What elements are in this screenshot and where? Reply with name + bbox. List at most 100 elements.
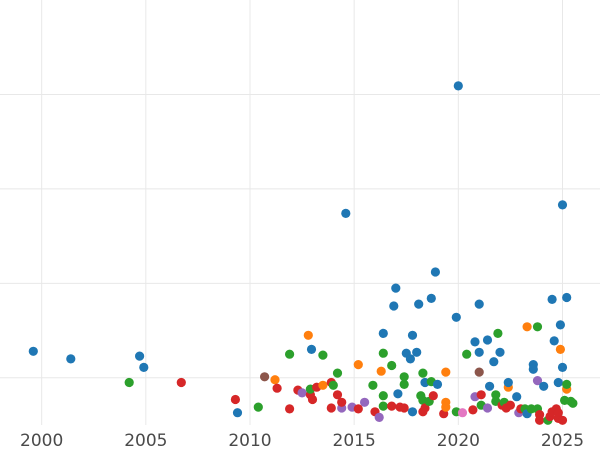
data-point-red	[337, 397, 347, 407]
data-point-red	[285, 404, 295, 414]
data-point-blue	[512, 392, 522, 402]
data-point-blue	[430, 267, 440, 277]
data-point-blue	[412, 347, 422, 357]
data-point-purple	[532, 376, 543, 386]
data-point-red	[557, 415, 568, 425]
data-point-green	[124, 377, 134, 388]
data-point-green	[332, 368, 343, 378]
data-point-blue	[66, 354, 76, 364]
data-point-blue	[407, 407, 418, 417]
data-point-green	[418, 368, 428, 378]
data-point-red	[428, 391, 438, 401]
data-point-blue	[407, 330, 418, 340]
data-point-red	[505, 400, 515, 410]
data-point-blue	[539, 381, 549, 391]
data-point-blue	[306, 344, 317, 354]
data-point-red	[399, 403, 409, 413]
data-point-blue	[485, 381, 495, 391]
data-point-green	[562, 379, 572, 389]
data-point-red	[176, 377, 186, 388]
data-point-green	[491, 390, 501, 400]
data-point-green	[399, 379, 409, 389]
data-point-red	[230, 394, 240, 405]
data-point-blue	[393, 389, 403, 399]
data-point-blue	[470, 337, 480, 347]
data-point-purple	[360, 397, 370, 407]
data-point-blue	[555, 320, 566, 330]
data-point-blue	[405, 354, 415, 364]
data-point-green	[285, 349, 295, 359]
data-point-blue	[557, 200, 568, 210]
data-point-orange	[318, 380, 328, 390]
data-point-blue	[489, 357, 499, 367]
data-point-green	[568, 398, 578, 408]
data-point-blue	[495, 347, 505, 357]
data-point-red	[476, 390, 486, 400]
x-tick-label: 2000	[20, 431, 63, 450]
data-point-brown	[260, 372, 270, 382]
data-point-green	[462, 349, 472, 359]
data-point-orange	[441, 367, 451, 377]
data-point-green	[532, 322, 543, 332]
data-point-green	[399, 372, 409, 382]
data-point-blue	[549, 336, 559, 346]
data-point-orange	[555, 344, 566, 354]
data-point-red	[353, 404, 363, 414]
data-point-red	[420, 403, 430, 413]
data-point-blue	[341, 208, 351, 218]
x-tick-label: 2005	[124, 431, 167, 450]
data-point-orange	[270, 375, 280, 385]
data-point-blue	[562, 292, 572, 303]
data-point-blue	[135, 351, 145, 361]
data-point-brown	[474, 367, 484, 377]
data-point-orange	[522, 322, 532, 332]
data-point-blue	[553, 377, 563, 388]
x-tick-label: 2015	[333, 431, 376, 450]
data-point-green	[387, 360, 397, 371]
data-point-blue	[474, 299, 484, 309]
data-point-orange	[353, 360, 363, 370]
data-point-blue	[389, 301, 399, 311]
data-point-green	[378, 391, 388, 401]
data-point-blue	[451, 312, 461, 322]
data-point-pink	[457, 408, 468, 418]
data-point-red	[326, 403, 336, 413]
data-point-red	[468, 405, 478, 415]
data-point-green	[253, 402, 263, 412]
data-point-blue	[503, 377, 513, 388]
data-point-purple	[482, 403, 493, 413]
data-point-green	[378, 401, 388, 411]
data-point-red	[272, 383, 282, 393]
data-point-purple	[374, 412, 384, 422]
data-point-blue	[482, 335, 493, 345]
data-point-red	[387, 401, 397, 411]
data-point-blue	[139, 362, 149, 372]
data-point-blue	[232, 408, 243, 418]
data-point-red	[535, 415, 545, 425]
data-point-red	[307, 394, 318, 405]
data-point-blue	[547, 294, 557, 304]
data-point-blue	[426, 293, 436, 303]
data-point-orange	[441, 402, 451, 412]
x-tick-label: 2010	[228, 431, 271, 450]
data-point-blue	[391, 283, 401, 293]
data-point-blue	[432, 379, 443, 389]
data-point-green	[318, 350, 328, 360]
data-point-green	[368, 380, 378, 390]
data-point-purple	[297, 388, 307, 398]
points-layer	[28, 81, 578, 425]
data-point-blue	[453, 81, 463, 91]
grid-layer	[0, 0, 600, 425]
data-point-orange	[376, 366, 386, 376]
x-tick-label: 2020	[437, 431, 480, 450]
data-point-green	[328, 380, 338, 390]
data-point-blue	[414, 299, 424, 309]
data-point-orange	[303, 330, 313, 340]
data-point-blue	[378, 328, 388, 338]
data-point-blue	[474, 347, 484, 357]
data-point-red	[332, 390, 343, 400]
data-point-blue	[557, 362, 568, 372]
x-tick-label: 2025	[541, 431, 584, 450]
data-point-blue	[28, 346, 38, 356]
